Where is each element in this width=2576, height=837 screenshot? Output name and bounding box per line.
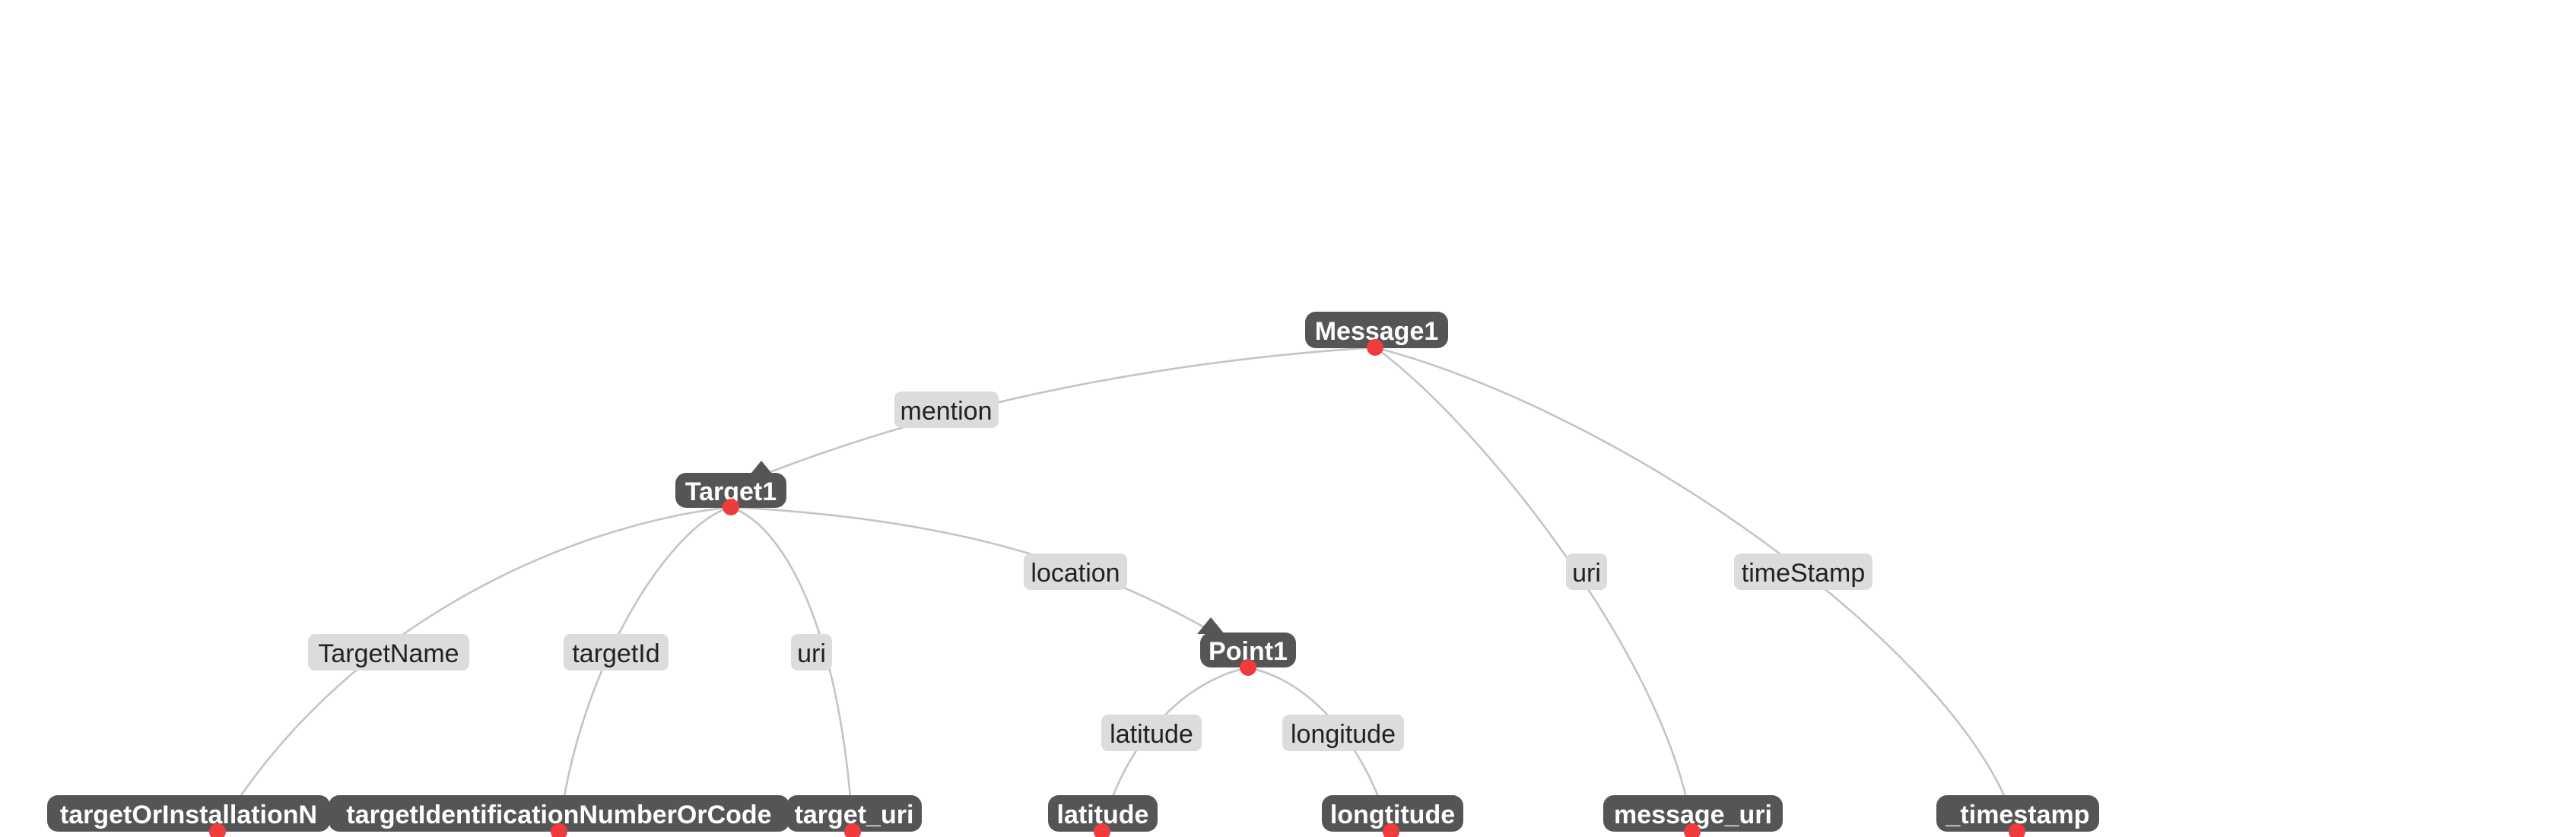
column-node-longitude[interactable]: longtitude xyxy=(1322,795,1463,837)
node-port-dot[interactable] xyxy=(1684,823,1701,837)
edge-label-location[interactable]: location xyxy=(1024,553,1127,590)
edge-location[interactable] xyxy=(730,506,1212,633)
node-port-dot[interactable] xyxy=(2009,823,2025,837)
edge-label-timestamp[interactable]: timeStamp xyxy=(1734,553,1872,590)
svg-text:location: location xyxy=(1031,559,1120,588)
edge-label-message-uri[interactable]: uri xyxy=(1566,553,1607,590)
edge-target-id[interactable] xyxy=(557,506,732,832)
edge-label-latitude[interactable]: latitude xyxy=(1101,715,1202,751)
svg-text:longitude: longitude xyxy=(1291,720,1396,749)
edge-label-target-uri[interactable]: uri xyxy=(791,634,832,671)
collapse-arrow-icon[interactable] xyxy=(1197,617,1224,634)
edge-mention[interactable] xyxy=(767,346,1376,474)
svg-text:targetId: targetId xyxy=(572,639,659,668)
edge-message-uri[interactable] xyxy=(1374,346,1694,832)
svg-text:uri: uri xyxy=(1572,559,1601,588)
collapse-arrow-icon[interactable] xyxy=(748,461,775,477)
node-port-dot[interactable] xyxy=(209,823,226,837)
column-node-target-id[interactable]: targetIdentificationNumberOrCode xyxy=(329,795,789,837)
node-target1[interactable]: Target1 xyxy=(675,461,786,515)
edge-timestamp[interactable] xyxy=(1374,346,2019,832)
node-port-dot[interactable] xyxy=(1367,339,1383,356)
column-node-timestamp[interactable]: _timestamp xyxy=(1936,795,2099,837)
node-port-dot[interactable] xyxy=(844,823,861,837)
edge-label-longitude[interactable]: longitude xyxy=(1282,715,1404,751)
column-nodes: targetOrInstallationN targetIdentificati… xyxy=(47,795,2099,837)
edge-label-mention[interactable]: mention xyxy=(894,392,999,428)
column-node-latitude[interactable]: latitude xyxy=(1048,795,1158,837)
column-node-message-uri[interactable]: message_uri xyxy=(1603,795,1783,837)
node-port-dot[interactable] xyxy=(723,499,739,515)
node-port-dot[interactable] xyxy=(551,823,567,837)
edge-target-uri[interactable] xyxy=(730,506,854,832)
svg-text:latitude: latitude xyxy=(1110,720,1193,749)
edge-label-target-name[interactable]: TargetName xyxy=(308,634,469,671)
node-port-dot[interactable] xyxy=(1240,659,1256,676)
svg-text:targetOrInstallationN: targetOrInstallationN xyxy=(60,801,317,829)
svg-text:uri: uri xyxy=(797,639,826,668)
column-node-target-name[interactable]: targetOrInstallationN xyxy=(47,795,330,837)
class-nodes: Message1 Target1 Point1 xyxy=(675,312,1448,676)
svg-text:timeStamp: timeStamp xyxy=(1742,559,1866,588)
node-point1[interactable]: Point1 xyxy=(1197,617,1296,676)
node-message1[interactable]: Message1 xyxy=(1305,312,1448,356)
svg-text:TargetName: TargetName xyxy=(318,639,459,668)
edge-target-name[interactable] xyxy=(216,506,732,832)
column-node-target-uri[interactable]: target_uri xyxy=(786,795,922,837)
node-port-dot[interactable] xyxy=(1094,823,1110,837)
edge-label-target-id[interactable]: targetId xyxy=(564,634,669,671)
edge-labels: mention uri timeStamp TargetName targetI… xyxy=(308,392,1872,751)
svg-text:mention: mention xyxy=(900,397,993,426)
node-port-dot[interactable] xyxy=(1383,823,1399,837)
